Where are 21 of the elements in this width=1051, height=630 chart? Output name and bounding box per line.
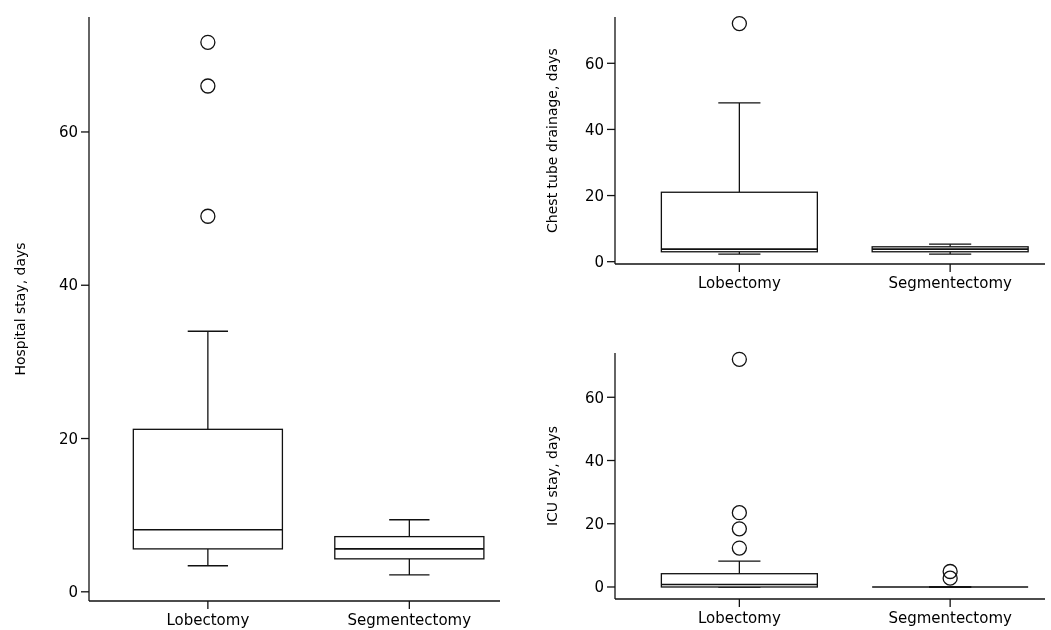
y-tick-label: 40 [584,120,604,139]
y-axis-title: Chest tube drainage, days [543,48,560,233]
x-tick-label: Segmentectomy [888,274,1013,292]
y-tick-label: 20 [58,429,78,448]
x-tick-label: Lobectomy [697,274,781,292]
y-axis-title: Hospital stay, days [11,242,28,376]
x-tick-label: Lobectomy [166,611,250,629]
y-tick-label: 20 [584,515,604,533]
y-tick-label: 60 [584,388,604,407]
y-tick-label: 60 [584,54,604,73]
y-axis-title: ICU stay, days [543,425,560,527]
y-tick-label: 0 [594,578,604,597]
y-tick-label: 40 [584,451,604,470]
x-tick-label: Segmentectomy [347,611,472,629]
y-tick-label: 0 [68,583,78,602]
x-tick-label: Segmentectomy [888,609,1013,627]
y-tick-label: 0 [594,252,604,271]
y-tick-label: 40 [58,276,78,295]
x-tick-label: Lobectomy [697,609,781,627]
y-tick-label: 20 [584,186,604,205]
y-tick-label: 60 [58,123,78,142]
